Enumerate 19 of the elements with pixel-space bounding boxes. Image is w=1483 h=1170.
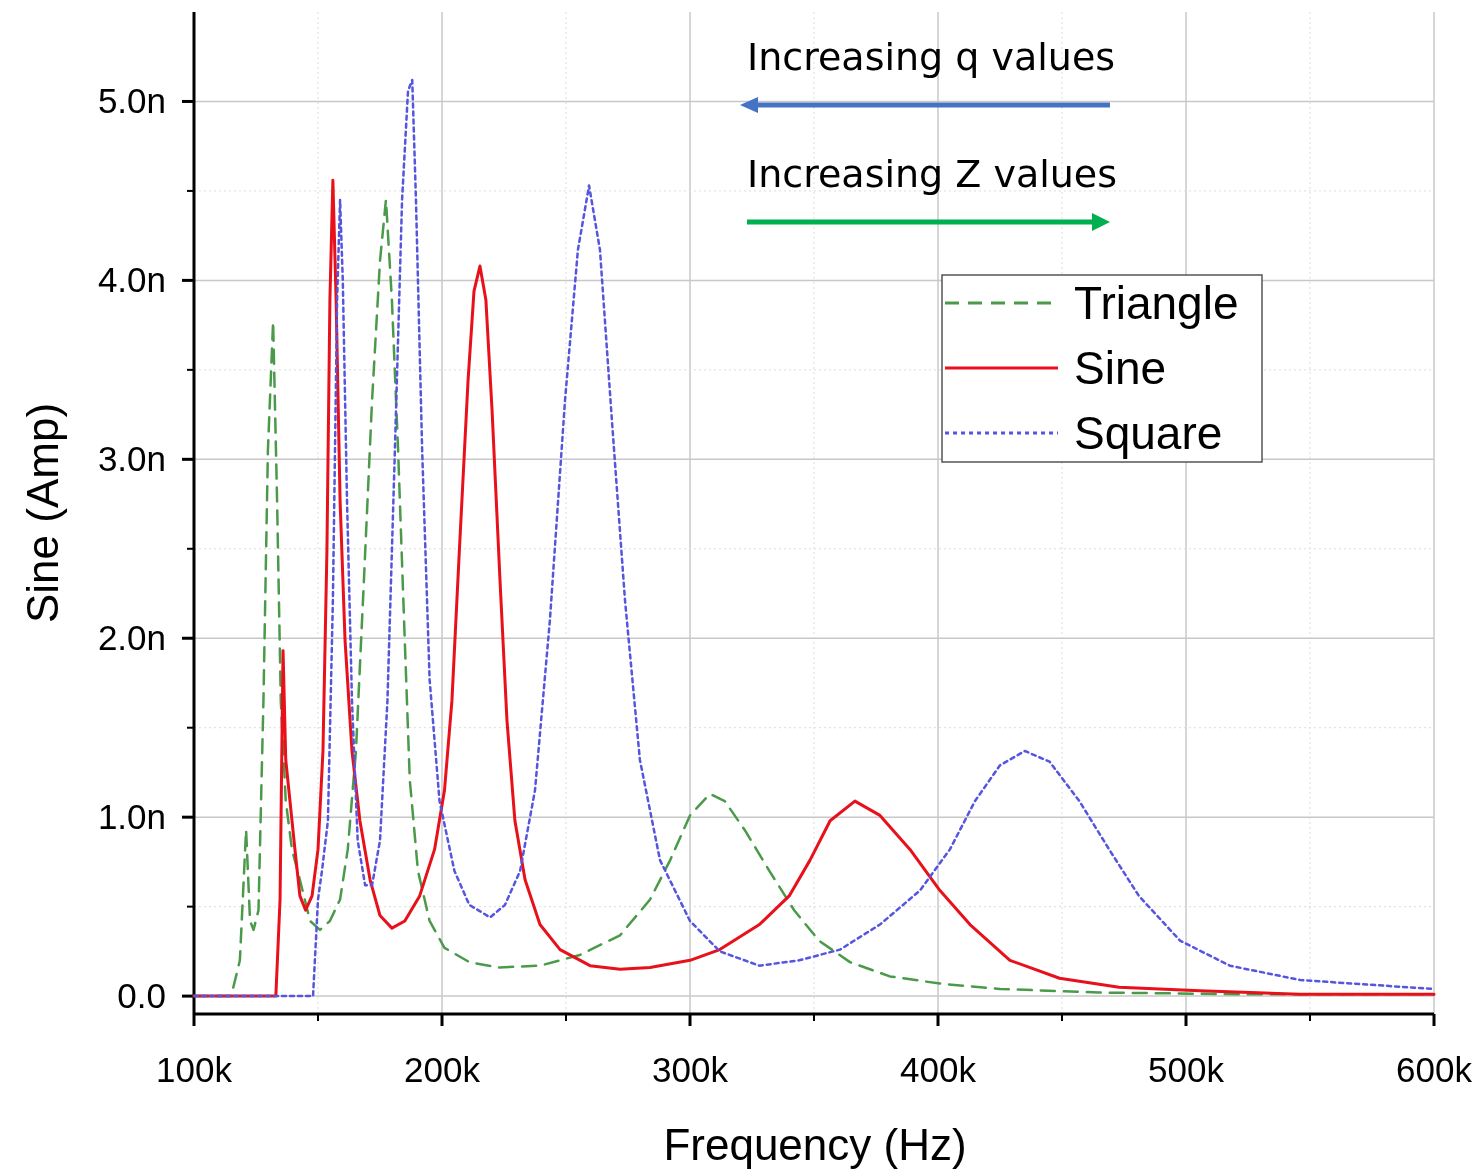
y-tick-label: 2.0n: [97, 618, 166, 658]
x-tick-label: 500k: [1148, 1050, 1225, 1089]
x-axis-title: Frequency (Hz): [663, 1120, 967, 1169]
legend-label: Triangle: [1074, 277, 1239, 329]
x-tick-label: 100k: [156, 1050, 233, 1089]
x-tick-label: 200k: [404, 1050, 481, 1089]
y-tick-label: 4.0n: [97, 260, 166, 300]
y-tick-label: 0.0: [117, 976, 166, 1016]
annotation: Increasing q values: [747, 35, 1116, 79]
x-tick-label: 300k: [652, 1050, 729, 1089]
x-tick-label: 400k: [900, 1050, 977, 1089]
legend-label: Sine: [1074, 342, 1167, 394]
y-axis-title: Sine (Amp): [18, 402, 67, 624]
x-tick-label: 600k: [1396, 1050, 1473, 1089]
y-tick-label: 3.0n: [97, 439, 166, 479]
annotation: Increasing Z values: [747, 152, 1117, 196]
legend-label: Square: [1074, 407, 1223, 459]
y-tick-label: 1.0n: [97, 797, 166, 837]
y-tick-label: 5.0n: [97, 81, 166, 121]
